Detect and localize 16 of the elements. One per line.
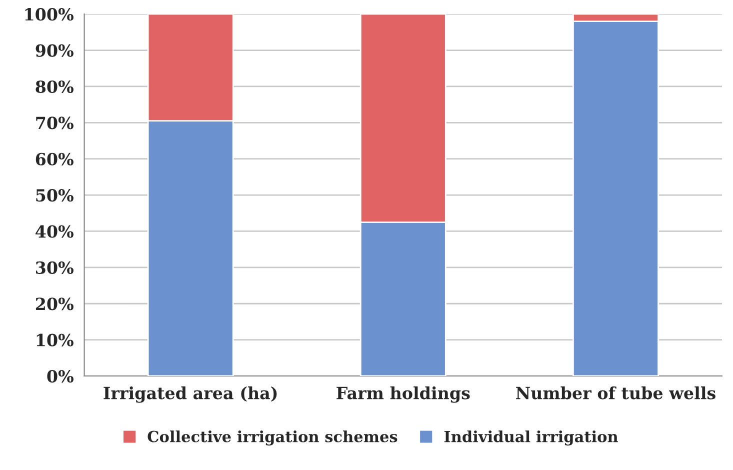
x-tick-label: Irrigated area (ha): [104, 386, 277, 403]
y-tick-label: 50%: [36, 189, 74, 202]
y-tick-label: 30%: [36, 261, 74, 274]
y-tick-label: 10%: [36, 334, 74, 346]
x-tick-label: Number of tube wells: [516, 386, 716, 400]
x-tick-label: Farm holdings: [336, 386, 470, 403]
legend-label: Individual irrigation: [444, 430, 618, 446]
y-tick-label: 90%: [36, 44, 74, 57]
legend-label: Collective irrigation schemes: [148, 430, 398, 446]
y-tick-label: 100%: [25, 8, 74, 21]
y-tick-label: 60%: [36, 152, 74, 166]
y-tick-label: 20%: [36, 298, 74, 310]
y-tick-label: 80%: [36, 80, 74, 94]
y-tick-label: 40%: [36, 225, 74, 238]
y-tick-label: 0%: [47, 370, 74, 383]
y-tick-label: 70%: [36, 116, 74, 130]
